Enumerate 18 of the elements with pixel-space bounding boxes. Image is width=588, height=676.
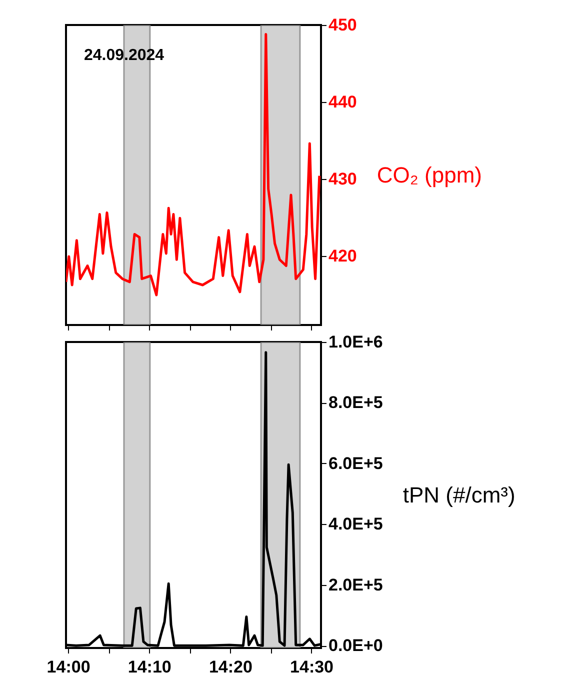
y-tick-label: 4.0E+5 (328, 514, 383, 534)
y-tick-label: 8.0E+5 (328, 393, 383, 412)
y-tick-label: 420 (328, 246, 357, 266)
y-tick-label: 450 (328, 16, 357, 34)
y-axis-title: CO₂ (ppm) (376, 162, 482, 188)
annotation: 24.09.2024 (84, 47, 164, 64)
x-tick-label: 14:30 (290, 658, 334, 676)
x-tick-label: 14:20 (208, 658, 252, 676)
y-tick-label: 1.0E+6 (328, 332, 383, 352)
x-tick-label: 14:10 (128, 658, 172, 676)
line-series (66, 32, 321, 296)
y-tick-label: 0.0E+0 (328, 636, 383, 656)
y-tick-label: 2.0E+5 (328, 575, 383, 594)
x-tick-label: 14:00 (46, 658, 90, 676)
y-axis-title: tPN (#/cm³) (402, 482, 516, 508)
y-tick-label: 440 (328, 92, 357, 112)
y-tick-label: 430 (328, 169, 357, 188)
y-tick-label: 6.0E+5 (328, 454, 383, 473)
